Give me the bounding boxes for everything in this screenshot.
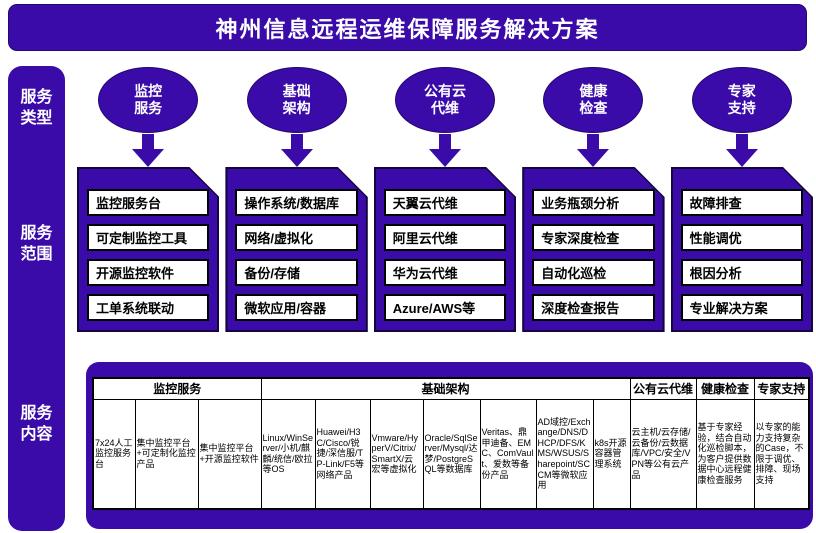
sidebar-label-service-scope: 服务范围 — [20, 225, 53, 263]
down-arrow-icon — [428, 134, 461, 167]
scope-item: 监控服务台 — [87, 189, 209, 216]
service-type-ellipse-public-cloud: 公有云 代维 — [394, 67, 495, 133]
table-cell: 云主机/云存储/云备份/云数据库/VPC/安全/VPN等公有云产品 — [629, 398, 697, 510]
header-monitoring: 监控服务 — [92, 377, 262, 400]
table-header-row: 监控服务 基础架构 公有云代维 健康检查 专家支持 — [92, 377, 810, 400]
scope-item: 专家深度检查 — [532, 224, 654, 251]
scope-item: 故障排查 — [681, 189, 803, 216]
table-cell: 以专家的能力支持复杂的Case，不限于调优、排障、现场支持 — [753, 398, 810, 510]
scope-item: 工单系统联动 — [87, 294, 209, 321]
scope-item: 业务瓶颈分析 — [532, 189, 654, 216]
scope-item: 微软应用/容器 — [235, 294, 357, 321]
scope-card-expert-support: 故障排查 性能调优 根因分析 专业解决方案 — [671, 167, 813, 332]
down-arrow-icon — [132, 134, 165, 167]
service-content-table: 监控服务 基础架构 公有云代维 健康检查 专家支持 7x24人工监控服务台 集中… — [92, 377, 811, 510]
scope-item: 开源监控软件 — [87, 259, 209, 286]
table-cell: Vmware/HyperV/Citrix/SmartX/云宏等虚拟化 — [369, 398, 424, 510]
header-expert-support: 专家支持 — [753, 377, 810, 400]
scope-item: 可定制监控工具 — [87, 224, 209, 251]
table-cell: Veritas、鼎甲迪备、EMC、ComVault、爱数等备份产品 — [479, 398, 537, 510]
table-cell: 7x24人工监控服务台 — [92, 398, 136, 510]
page-title: 神州信息远程运维保障服务解决方案 — [215, 16, 600, 42]
scope-item: 自动化巡检 — [532, 259, 654, 286]
column-monitoring: 监控 服务 监控服务台 可定制监控工具 开源监控软件 工单系统联动 — [77, 67, 219, 332]
scope-item: 天翼云代维 — [384, 189, 506, 216]
scope-card-public-cloud: 天翼云代维 阿里云代维 华为云代维 Azure/AWS等 — [374, 167, 516, 332]
service-content-panel: 监控服务 基础架构 公有云代维 健康检查 专家支持 7x24人工监控服务台 集中… — [86, 362, 813, 529]
service-type-ellipse-monitoring: 监控 服务 — [98, 67, 199, 133]
down-arrow-icon — [725, 134, 758, 167]
table-cell: 集中监控平台+开源监控软件 — [197, 398, 262, 510]
scope-item: Azure/AWS等 — [384, 294, 506, 321]
table-body-row: 7x24人工监控服务台 集中监控平台+可定制化监控产品 集中监控平台+开源监控软… — [92, 398, 810, 510]
scope-item: 华为云代维 — [384, 259, 506, 286]
column-health-check: 健康 检查 业务瓶颈分析 专家深度检查 自动化巡检 深度检查报告 — [522, 67, 664, 332]
table-cell: Huawei/H3C/Cisco/锐捷/深信服/TP-Link/F5等网络产品 — [314, 398, 371, 510]
service-type-ellipse-infrastructure: 基础 架构 — [246, 67, 347, 133]
category-sidebar: 服务类型 服务范围 服务内容 — [8, 66, 65, 531]
scope-item: 备份/存储 — [235, 259, 357, 286]
scope-item: 专业解决方案 — [681, 294, 803, 321]
sidebar-label-service-type: 服务类型 — [20, 89, 53, 127]
service-type-ellipse-expert-support: 专家 支持 — [691, 67, 792, 133]
scope-card-health-check: 业务瓶颈分析 专家深度检查 自动化巡检 深度检查报告 — [522, 167, 664, 332]
service-columns: 监控 服务 监控服务台 可定制监控工具 开源监控软件 工单系统联动 基础 架构 — [77, 67, 813, 332]
table-cell: 基于专家经验，结合自动化巡检脚本，为客户提供数据中心远程健康检查服务 — [695, 398, 755, 510]
scope-item: 操作系统/数据库 — [235, 189, 357, 216]
scope-item: 根因分析 — [681, 259, 803, 286]
scope-item: 阿里云代维 — [384, 224, 506, 251]
table-cell: Oracle/SqlServer/Mysql/达梦/PostgreSQL等数据库 — [422, 398, 481, 510]
scope-item: 性能调优 — [681, 224, 803, 251]
scope-item: 网络/虚拟化 — [235, 224, 357, 251]
column-infrastructure: 基础 架构 操作系统/数据库 网络/虚拟化 备份/存储 微软应用/容器 — [225, 67, 367, 332]
title-banner: 神州信息远程运维保障服务解决方案 — [8, 4, 807, 51]
down-arrow-icon — [280, 134, 313, 167]
service-type-ellipse-health-check: 健康 检查 — [543, 67, 644, 133]
column-public-cloud: 公有云 代维 天翼云代维 阿里云代维 华为云代维 Azure/AWS等 — [374, 67, 516, 332]
scope-card-monitoring: 监控服务台 可定制监控工具 开源监控软件 工单系统联动 — [77, 167, 219, 332]
scope-item: 深度检查报告 — [532, 294, 654, 321]
header-health-check: 健康检查 — [695, 377, 755, 400]
header-infrastructure: 基础架构 — [260, 377, 631, 400]
down-arrow-icon — [577, 134, 610, 167]
table-cell: k8s开源容器管理系统 — [592, 398, 631, 510]
table-cell: 集中监控平台+可定制化监控产品 — [134, 398, 199, 510]
scope-card-infrastructure: 操作系统/数据库 网络/虚拟化 备份/存储 微软应用/容器 — [225, 167, 367, 332]
column-expert-support: 专家 支持 故障排查 性能调优 根因分析 专业解决方案 — [671, 67, 813, 332]
table-cell: Linux/WinServer/小机/麒麟/统信/欧拉等OS — [260, 398, 316, 510]
header-public-cloud: 公有云代维 — [629, 377, 697, 400]
sidebar-label-service-content: 服务内容 — [20, 405, 53, 443]
table-cell: AD域控/Exchange/DNS/DHCP/DFS/KMS/WSUS/Shar… — [535, 398, 594, 510]
